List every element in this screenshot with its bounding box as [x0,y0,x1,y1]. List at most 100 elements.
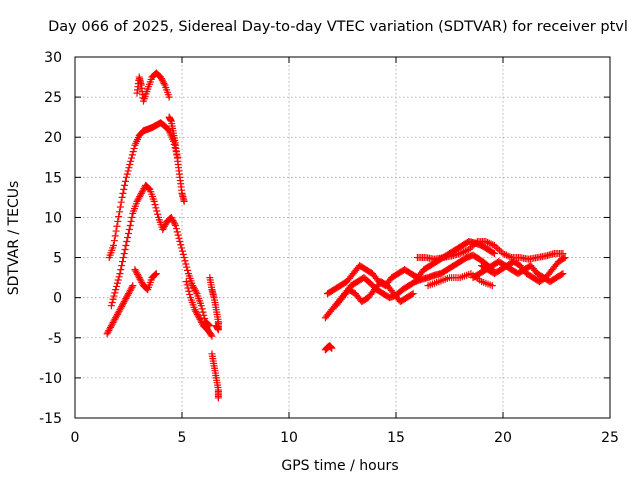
data-point-marker [123,293,131,301]
y-tick-label: 0 [53,291,62,307]
series-arc-j [321,342,336,354]
data-point-marker [110,237,118,245]
data-point-marker [160,224,168,232]
data-point-marker [151,270,159,278]
data-point-marker [116,203,124,211]
data-point-marker [127,285,135,293]
data-point-marker [197,302,205,310]
data-point-marker [111,315,119,323]
data-point-marker [494,245,502,253]
data-point-marker [561,254,569,262]
data-point-marker [208,332,216,340]
series-arc-a [105,119,182,262]
data-points [103,69,569,402]
data-point-marker [191,286,199,294]
data-point-marker [198,319,206,327]
data-point-marker [174,231,182,239]
series-arc-m [332,278,417,310]
data-point-marker [117,266,125,274]
data-point-marker [113,279,121,287]
data-point-marker [120,298,128,306]
data-point-marker [175,234,183,242]
data-point-marker [170,218,178,226]
data-point-marker [470,241,478,249]
data-point-marker [560,254,568,262]
data-point-marker [126,160,134,168]
data-point-marker [110,292,118,300]
data-point-marker [114,276,122,284]
data-point-marker [173,228,181,236]
data-point-marker [136,191,144,199]
data-point-marker [125,290,132,298]
data-point-marker [197,317,205,325]
data-point-marker [465,246,473,254]
x-tick-label: 10 [280,430,298,446]
data-point-marker [132,267,140,275]
data-point-marker [119,301,127,309]
data-point-marker [124,234,132,241]
data-point-marker [127,217,135,225]
data-point-marker [487,240,495,248]
x-tick-label: 20 [494,430,512,446]
data-point-marker [151,201,159,209]
data-point-marker [482,238,490,246]
data-point-marker [501,250,509,258]
data-point-marker [192,307,200,315]
data-point-marker [118,262,126,270]
data-point-marker [472,239,480,247]
data-point-marker [143,285,151,293]
series-arc-g [182,278,216,340]
data-point-marker [179,250,187,258]
data-point-marker [205,321,213,329]
data-point-marker [104,328,112,336]
data-point-marker [490,250,498,258]
data-point-marker [116,208,124,216]
data-point-marker [112,314,120,322]
x-tick-label: 0 [71,430,80,446]
series-arc-f [131,266,160,294]
data-point-marker [157,75,165,83]
data-point-marker [490,242,498,250]
axis-ticks [74,56,611,419]
data-point-marker [502,251,510,259]
data-point-marker [159,78,167,86]
series-arc-l [324,238,498,298]
x-tick-label: 15 [387,430,405,446]
data-point-marker [116,270,124,278]
data-point-marker [124,167,132,175]
data-point-marker [133,197,141,205]
data-point-marker [108,298,116,306]
data-point-marker [177,241,185,249]
data-point-marker [160,222,168,230]
data-point-marker [133,270,141,278]
data-point-marker [121,246,129,254]
data-point-marker [466,244,474,252]
x-tick-labels: 0 5 10 15 20 25 [71,430,619,446]
data-point-marker [193,311,201,319]
data-point-marker [158,76,166,84]
series-arc-p [478,254,569,286]
data-point-marker [185,287,193,295]
data-point-marker [198,305,206,313]
data-point-marker [489,249,497,257]
data-point-marker [201,315,209,323]
data-point-marker [125,225,133,233]
data-point-marker [137,189,145,197]
data-point-marker [109,319,117,327]
data-point-marker [150,197,158,205]
data-point-marker [180,254,188,262]
data-point-marker [485,239,493,247]
data-point-marker [120,185,128,193]
data-point-marker [118,302,126,310]
data-point-marker [157,73,165,81]
data-point-marker [558,270,566,278]
data-point-marker [115,307,123,315]
data-point-marker [130,144,138,152]
data-point-marker [118,193,126,201]
y-tick-label: 5 [53,251,62,267]
data-point-marker [206,322,214,330]
data-point-marker [183,281,191,289]
data-point-marker [176,238,184,246]
data-point-marker [133,269,141,277]
data-point-marker [499,250,507,258]
